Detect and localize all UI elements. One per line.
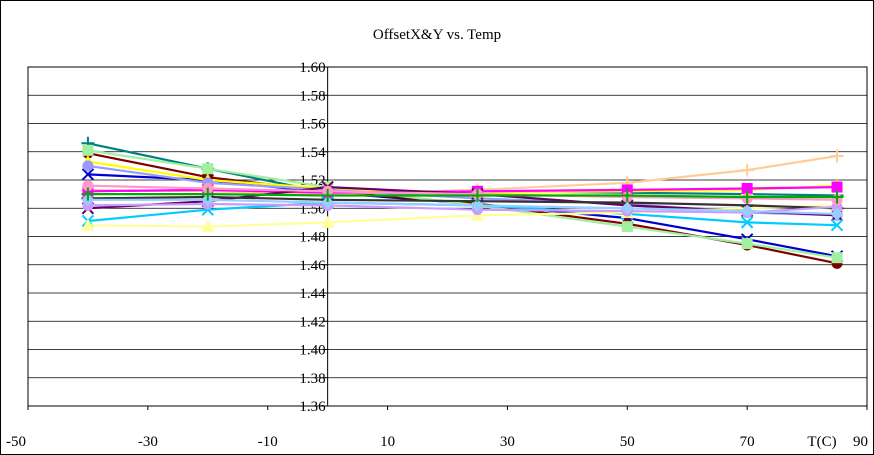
y-tick-label-12: 1.60 [299, 60, 325, 76]
x-tick-label-4: 30 [500, 434, 515, 450]
data-point-13-4 [620, 201, 634, 215]
x-axis-ticks: -50 -30 -10 10 30 50 70 90 [6, 406, 868, 450]
data-point-10-1 [201, 220, 215, 233]
data-point-9-6 [830, 218, 844, 232]
x-tick-label-1: -30 [138, 434, 158, 450]
series-15 [81, 187, 844, 204]
data-point-15-3 [470, 189, 484, 203]
x-tick-label-3: 10 [380, 434, 395, 450]
x-tick-label-2: -10 [258, 434, 278, 450]
data-point-6-6 [830, 149, 844, 163]
data-point-15-6 [830, 190, 844, 204]
data-point-3-0 [82, 144, 94, 156]
data-point-0-0 [81, 168, 95, 181]
y-axis-ticks: 1.361.381.401.421.441.461.481.501.521.54… [299, 60, 328, 415]
data-point-15-2 [321, 189, 335, 203]
data-point-3-5 [741, 238, 753, 250]
data-point-3-4 [621, 221, 633, 233]
chart-title: OffsetX&Y vs. Temp [373, 27, 501, 43]
y-tick-label-11: 1.58 [299, 88, 325, 104]
data-point-15-1 [201, 187, 215, 201]
y-tick-label-5: 1.46 [299, 258, 326, 274]
data-point-13-5 [740, 204, 754, 218]
y-tick-label-3: 1.42 [299, 314, 325, 330]
y-tick-label-4: 1.44 [299, 286, 326, 302]
x-tick-label-6: 70 [740, 434, 755, 450]
data-point-15-0 [81, 187, 95, 201]
data-point-15-4 [620, 189, 634, 203]
data-point-14-0 [82, 180, 94, 192]
data-point-13-6 [830, 207, 844, 221]
y-tick-label-2: 1.40 [299, 343, 325, 359]
y-tick-label-6: 1.48 [299, 230, 325, 246]
data-point-7-6 [831, 181, 843, 193]
data-point-13-2 [321, 196, 335, 210]
data-point-6-5 [740, 163, 754, 177]
data-point-3-6 [831, 252, 843, 264]
data-point-10-0 [81, 218, 95, 231]
y-tick-label-10: 1.56 [299, 117, 326, 133]
x-tick-label-7: 90 [853, 434, 868, 450]
data-point-15-5 [740, 190, 754, 204]
data-point-3-1 [202, 163, 214, 175]
data-point-7-5 [741, 182, 753, 194]
x-tick-label-5: 50 [620, 434, 635, 450]
y-tick-label-1: 1.38 [299, 371, 325, 387]
series-lines [81, 136, 844, 269]
data-point-5-0 [82, 160, 94, 172]
data-point-13-3 [470, 198, 484, 212]
data-point-10-2 [321, 215, 335, 228]
x-axis-label: T(C) [807, 434, 836, 450]
y-tick-label-0: 1.36 [299, 399, 326, 415]
y-tick-label-9: 1.54 [299, 145, 326, 161]
data-point-9-5 [740, 216, 754, 229]
x-tick-label-0: -50 [6, 434, 26, 450]
